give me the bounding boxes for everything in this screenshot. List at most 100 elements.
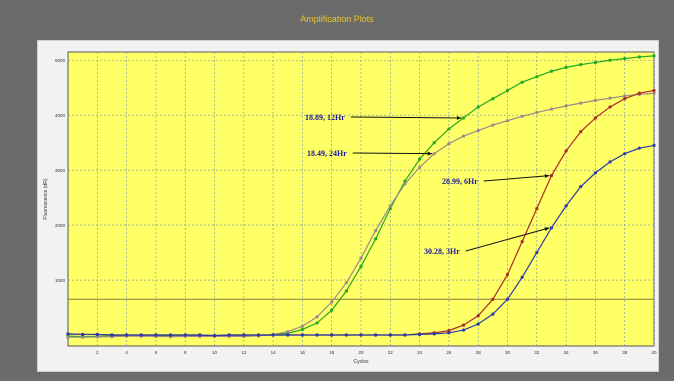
data-point (549, 174, 554, 178)
data-point (315, 333, 319, 337)
data-point (535, 75, 539, 79)
data-point (359, 256, 363, 260)
amplification-chart[interactable]: 2 4 6 8 10 12 14 16 18 20 22 24 26 28 30 32 34 36 38 401000… (37, 40, 657, 370)
data-point (637, 91, 641, 95)
data-point (520, 239, 524, 244)
data-point (593, 60, 598, 65)
data-point (81, 332, 85, 337)
data-point (549, 69, 554, 73)
data-point (418, 332, 422, 337)
data-point (593, 116, 598, 120)
data-point (579, 101, 583, 105)
x-axis-label: Cycles (353, 359, 369, 365)
data-point (95, 335, 99, 339)
data-point (461, 116, 466, 120)
data-point (549, 107, 554, 111)
data-point (549, 226, 554, 230)
data-point (535, 110, 539, 115)
data-point (300, 327, 304, 332)
data-point (344, 289, 348, 293)
x-tick-label: 18 (329, 350, 335, 355)
data-point (198, 333, 202, 337)
data-point (623, 94, 627, 98)
data-point (95, 332, 99, 337)
data-point (447, 142, 451, 146)
data-point (505, 297, 510, 301)
data-point (388, 333, 392, 337)
data-point (564, 65, 568, 69)
data-point (579, 130, 583, 134)
data-point (183, 333, 187, 337)
data-point (330, 333, 334, 337)
series-3Hr (66, 143, 656, 338)
annotation-label: 18.49, 24Hr (307, 149, 347, 158)
data-point (81, 335, 85, 339)
x-tick-label: 38 (622, 350, 628, 355)
window-title: Amplification Plots (300, 14, 374, 24)
data-point (139, 333, 143, 337)
data-point (344, 333, 348, 337)
x-tick-label: 22 (388, 350, 394, 355)
annotation-arrow-head (544, 174, 550, 178)
x-tick-label: 2 (96, 350, 99, 355)
data-point (491, 97, 495, 101)
y-tick-label: 4000 (55, 113, 66, 118)
data-point (461, 134, 466, 138)
y-tick-label: 1000 (55, 278, 66, 283)
data-point (447, 329, 451, 333)
data-point (652, 88, 656, 93)
data-point (564, 104, 568, 108)
data-point (418, 157, 422, 161)
data-point (520, 80, 524, 84)
x-tick-label: 16 (300, 350, 306, 355)
data-point (432, 152, 436, 156)
data-point (505, 88, 510, 93)
data-point (652, 91, 656, 95)
data-point (242, 333, 246, 337)
data-point (637, 146, 641, 150)
data-point (125, 333, 129, 337)
data-point (535, 207, 539, 211)
x-tick-label: 8 (184, 350, 187, 355)
data-point (447, 331, 451, 335)
data-point (564, 149, 568, 153)
data-point (579, 185, 583, 189)
data-point (359, 333, 363, 337)
x-tick-label: 34 (564, 350, 570, 355)
data-point (491, 123, 495, 127)
data-point (593, 98, 598, 102)
annotation-arrow-line (350, 116, 462, 119)
data-point (315, 321, 319, 325)
data-point (330, 308, 334, 312)
x-tick-label: 32 (534, 350, 540, 355)
data-point (623, 97, 627, 101)
annotation-label: 30.28, 3Hr (424, 247, 460, 256)
x-tick-label: 26 (446, 350, 452, 355)
data-point (461, 323, 466, 327)
data-point (608, 58, 612, 62)
data-point (505, 272, 510, 277)
data-point (66, 332, 70, 336)
x-tick-label: 4 (125, 350, 128, 355)
data-point (344, 281, 348, 285)
data-point (491, 312, 495, 316)
data-point (608, 105, 612, 109)
data-point (286, 330, 290, 334)
annotation-arrow-head (544, 227, 550, 231)
data-point (315, 315, 319, 319)
data-point (505, 119, 510, 123)
data-point (110, 333, 114, 337)
y-tick-label: 3000 (55, 168, 66, 173)
x-tick-label: 36 (593, 350, 599, 355)
annotation-arrow-head (456, 115, 462, 120)
y-tick-label: 5000 (55, 58, 66, 63)
data-point (652, 54, 656, 58)
data-point (418, 165, 422, 170)
data-point (286, 333, 290, 337)
data-point (300, 324, 304, 328)
data-point (256, 333, 261, 337)
data-point (652, 143, 656, 148)
x-tick-label: 12 (241, 350, 247, 355)
data-point (388, 204, 392, 208)
x-tick-label: 14 (271, 350, 277, 355)
